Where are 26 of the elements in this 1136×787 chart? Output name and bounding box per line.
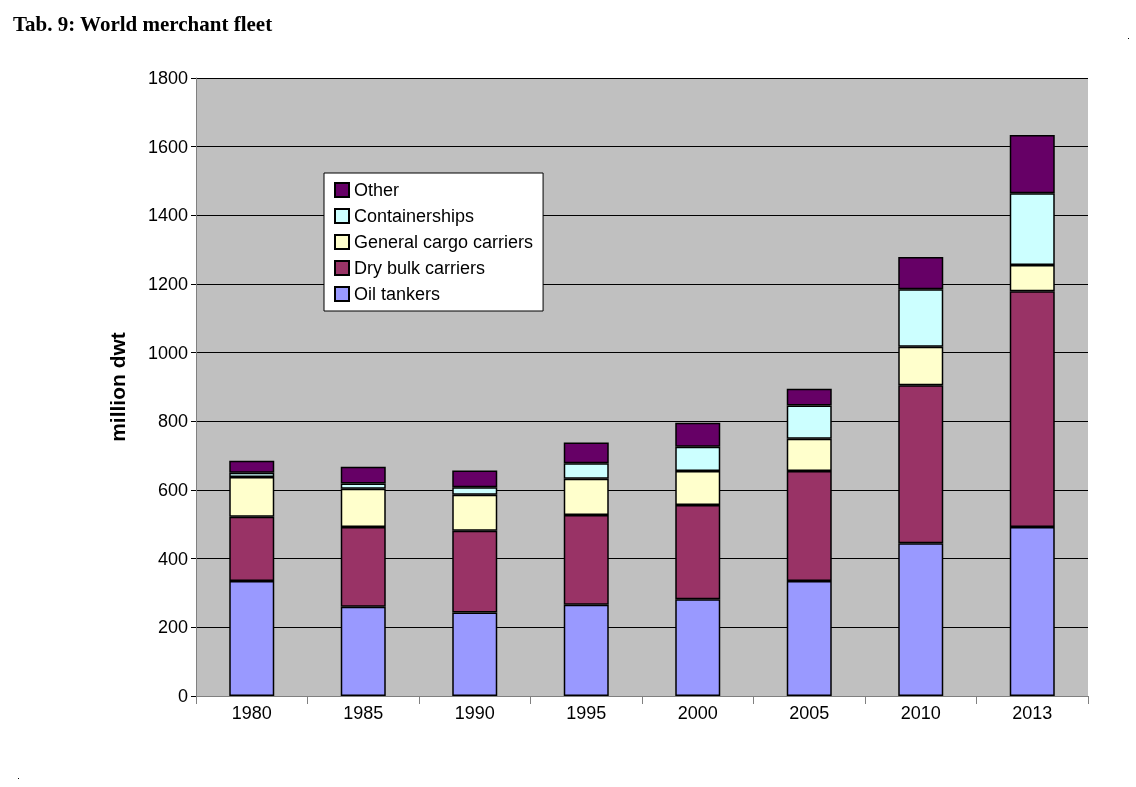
x-tick-label: 1980 bbox=[231, 703, 272, 723]
legend-label: Containerships bbox=[354, 206, 475, 226]
x-tick-label: 2010 bbox=[900, 703, 941, 723]
y-tick-label: 400 bbox=[157, 548, 188, 569]
y-axis-title: million dwt bbox=[106, 332, 129, 442]
x-tick-label: 1985 bbox=[343, 703, 384, 723]
y-tick-label: 800 bbox=[157, 411, 188, 432]
legend-label: General cargo carriers bbox=[354, 232, 534, 252]
y-tick-label: 1800 bbox=[147, 68, 188, 88]
x-tick-label: 1990 bbox=[454, 703, 495, 723]
x-tick-label: 2013 bbox=[1012, 703, 1053, 723]
x-tick-label: 2000 bbox=[677, 703, 718, 723]
y-tick-label: 1200 bbox=[147, 274, 188, 294]
bar bbox=[229, 460, 275, 473]
legend-label: Dry bulk carriers bbox=[354, 258, 486, 278]
y-tick-label: 1000 bbox=[147, 342, 188, 363]
chart-title: Tab. 9: World merchant fleet bbox=[13, 11, 273, 36]
y-tick-label: 0 bbox=[177, 686, 188, 706]
legend-label: Oil tankers bbox=[354, 284, 441, 304]
y-tick-label: 1400 bbox=[147, 205, 188, 226]
x-tick-label: 2005 bbox=[789, 703, 830, 723]
x-tick-label: 1995 bbox=[566, 703, 607, 723]
y-tick-label: 200 bbox=[157, 617, 188, 638]
legend-label: Other bbox=[354, 180, 400, 200]
y-tick-label: 600 bbox=[157, 480, 188, 500]
y-tick-label: 1600 bbox=[147, 136, 188, 157]
